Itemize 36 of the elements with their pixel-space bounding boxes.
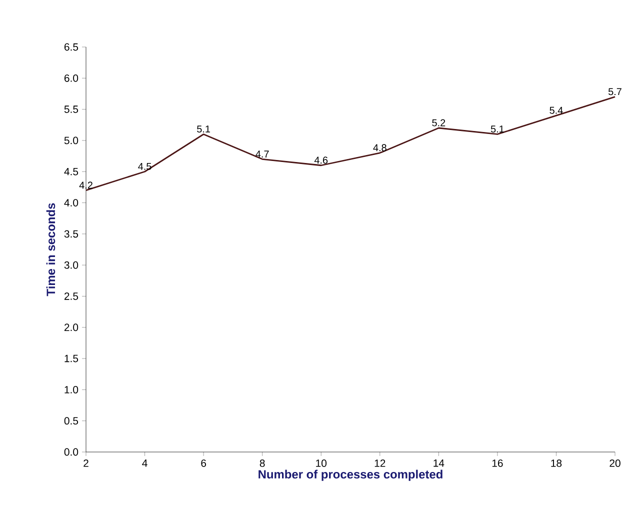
x-tick-label: 4 [142, 460, 148, 467]
x-tick-label: 10 [316, 460, 327, 467]
x-tick-label: 14 [434, 460, 444, 467]
data-label: 4.6 [314, 156, 328, 164]
y-tick-label: 2.0 [64, 324, 78, 332]
x-axis-title: Number of processes completed [258, 470, 442, 481]
data-label: 5.1 [490, 126, 504, 133]
y-tick-label: 6.0 [64, 74, 78, 82]
y-tick-label: 1.5 [64, 354, 78, 362]
data-label: 5.1 [197, 126, 210, 133]
y-tick-label: 5.0 [64, 136, 78, 144]
data-label: 5.2 [432, 119, 446, 126]
data-label: 4.5 [138, 162, 152, 170]
data-label: 4.2 [79, 182, 92, 189]
data-label: 5.7 [608, 88, 622, 96]
y-tick-label: 3.5 [64, 230, 78, 238]
y-tick-label: 3.0 [64, 261, 78, 269]
data-label: 5.4 [550, 106, 563, 114]
y-tick-label: 4.0 [64, 199, 78, 206]
x-tick-label: 20 [610, 460, 620, 467]
y-tick-label: 5.5 [64, 106, 78, 113]
y-axis-title: Time in seconds [46, 203, 56, 296]
x-tick-label: 12 [374, 460, 386, 467]
x-tick-label: 2 [84, 460, 88, 467]
y-tick-label: 4.5 [64, 168, 78, 176]
y-tick-label: 2.5 [64, 292, 78, 300]
x-tick-label: 6 [201, 460, 206, 467]
x-tick-label: 8 [260, 460, 265, 467]
data-label: 4.7 [256, 150, 269, 158]
y-tick-label: 6.5 [64, 43, 78, 51]
x-tick-label: 18 [551, 460, 562, 467]
data-label: 4.8 [373, 144, 386, 152]
x-tick-label: 16 [492, 460, 503, 467]
y-tick-label: 0.0 [64, 448, 78, 456]
y-tick-label: 1.0 [64, 386, 78, 394]
y-tick-label: 0.5 [64, 417, 78, 425]
